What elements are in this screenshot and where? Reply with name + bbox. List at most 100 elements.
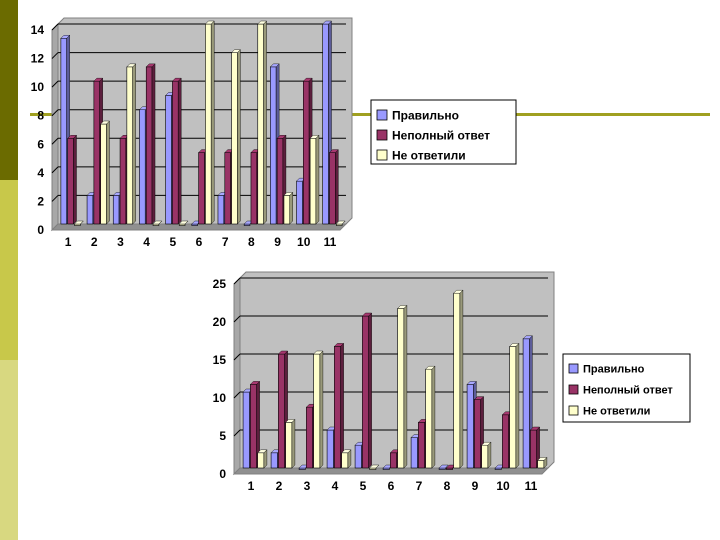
- bar-front: [145, 66, 153, 225]
- bar-top: [309, 135, 320, 139]
- bar-top: [522, 335, 533, 339]
- bar: [537, 456, 548, 469]
- x-tick-label: 11: [324, 235, 337, 249]
- bar: [152, 220, 163, 226]
- bar-top: [126, 63, 137, 68]
- bar-side: [263, 20, 267, 225]
- bar: [397, 304, 408, 469]
- legend-swatch: [568, 384, 579, 395]
- bar-front: [341, 452, 349, 469]
- bar-top: [204, 20, 215, 25]
- bar-front: [67, 137, 74, 225]
- legend-box: [370, 99, 517, 165]
- legend-label: Не ответили: [392, 149, 466, 163]
- y-tick-label: 10: [31, 80, 45, 94]
- bar-top: [333, 343, 345, 347]
- bar-front: [397, 308, 405, 469]
- y-tick-label: 6: [37, 137, 44, 151]
- legend-box: [562, 353, 691, 423]
- plot-side-wall: [233, 276, 241, 476]
- legend-label: Неполный ответ: [583, 385, 673, 397]
- bar: [329, 149, 339, 225]
- bar: [333, 342, 345, 469]
- bar-front: [509, 346, 517, 469]
- bar: [438, 464, 449, 470]
- y-tick-label: 10: [213, 391, 227, 405]
- legend-swatch: [376, 109, 388, 121]
- bar-front: [100, 123, 107, 225]
- bar-front: [172, 80, 179, 225]
- gridline-side: [51, 52, 59, 59]
- bar-side: [319, 350, 324, 469]
- bar: [204, 20, 215, 225]
- x-tick-label: 4: [332, 479, 339, 493]
- bar-front: [217, 195, 225, 225]
- bar-side: [132, 63, 136, 225]
- legend-label: Правильно: [392, 109, 459, 123]
- bar-side: [106, 120, 110, 225]
- plot-floor: [50, 223, 348, 231]
- bar-top: [249, 381, 261, 385]
- bar-front: [382, 467, 390, 470]
- y-tick-label: 25: [213, 277, 227, 291]
- x-tick-label: 11: [525, 479, 538, 493]
- bar-side: [403, 304, 408, 469]
- bar-front: [231, 52, 238, 225]
- y-tick-label: 0: [37, 223, 44, 237]
- sidebar-segment-light: [0, 360, 18, 540]
- bar-front: [278, 353, 285, 469]
- bar: [231, 49, 241, 225]
- y-tick-label: 4: [37, 166, 44, 180]
- bar-top: [277, 350, 289, 355]
- bar-front: [257, 23, 264, 225]
- bar-front: [283, 195, 291, 225]
- bar: [341, 449, 352, 469]
- gridline-side: [233, 353, 241, 361]
- bar-top: [322, 20, 332, 25]
- bar-front: [474, 399, 481, 469]
- bar-top: [100, 120, 110, 125]
- bar-front: [390, 452, 397, 469]
- bar-front: [224, 152, 231, 225]
- bar-front: [298, 467, 306, 470]
- bar-front: [438, 467, 446, 470]
- bar-side: [335, 149, 339, 225]
- bar-front: [369, 467, 377, 470]
- bar-top: [74, 220, 84, 225]
- gridline-side: [51, 80, 59, 88]
- bar-side: [73, 134, 77, 225]
- x-tick-label: 9: [472, 479, 479, 493]
- bar-front: [198, 152, 205, 225]
- bar-top: [257, 449, 268, 453]
- decorative-sidebar: [0, 0, 18, 540]
- gridline-side: [51, 137, 59, 145]
- bar-top: [231, 49, 241, 53]
- bar: [335, 220, 346, 226]
- bar-top: [425, 366, 436, 370]
- bar: [361, 312, 373, 469]
- bar-side: [291, 418, 296, 469]
- bar-top: [473, 396, 485, 400]
- bar-front: [242, 391, 250, 469]
- bar-front: [306, 406, 313, 469]
- bar-front: [494, 467, 502, 470]
- bar-side: [237, 49, 241, 225]
- bar-front: [270, 66, 277, 225]
- bar-top: [178, 220, 189, 225]
- bar-front: [165, 95, 172, 225]
- bar-side: [515, 342, 520, 469]
- gridline-side: [51, 195, 59, 202]
- bar-side: [431, 365, 436, 469]
- gridline-side: [51, 109, 59, 117]
- bar: [257, 20, 268, 225]
- x-tick-label: 6: [388, 479, 395, 493]
- bar-front: [322, 23, 329, 225]
- bar: [369, 464, 380, 470]
- bar: [529, 426, 541, 469]
- y-tick-label: 2: [37, 194, 44, 208]
- bar: [509, 342, 520, 469]
- x-tick-label: 8: [248, 235, 255, 249]
- bar-front: [425, 368, 433, 469]
